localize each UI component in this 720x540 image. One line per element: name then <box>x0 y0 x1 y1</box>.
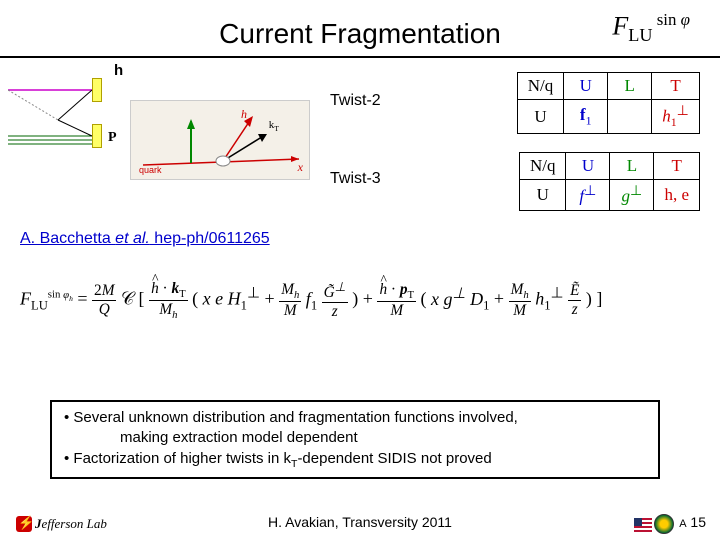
table-header: U <box>566 153 610 180</box>
slide: Current Fragmentation FLU sin φ h P <box>0 0 720 540</box>
quark-label: quark <box>139 165 162 175</box>
table-header: T <box>652 73 700 100</box>
table-header: T <box>654 153 700 180</box>
p-label: P <box>108 130 117 146</box>
scattering-diagram: P <box>8 78 112 164</box>
table-cell: h, e <box>654 180 700 211</box>
title-formula: FLU sin φ <box>612 10 690 46</box>
h-label: h <box>114 62 123 79</box>
table-row-label: U <box>519 180 566 211</box>
slide-title: Current Fragmentation <box>219 18 501 50</box>
table-header: N/q <box>517 73 564 100</box>
table-cell: h1⊥ <box>652 100 700 134</box>
h-vector-label: h <box>241 107 247 122</box>
table-cell <box>608 100 652 134</box>
twist3-table: N/q U L T U f⊥ g⊥ h, e <box>519 152 700 211</box>
title-rule <box>0 56 720 58</box>
notes-box: • Several unknown distribution and fragm… <box>50 400 660 479</box>
table-cell: f1 <box>564 100 608 134</box>
table-cell: f⊥ <box>566 180 610 211</box>
table-row: U f1 h1⊥ <box>517 100 699 134</box>
footer-author: H. Avakian, Transversity 2011 <box>0 514 720 530</box>
table-row: U f⊥ g⊥ h, e <box>519 180 699 211</box>
flag-icon <box>634 518 652 532</box>
yellow-bar-icon <box>92 124 102 148</box>
table-header: N/q <box>519 153 566 180</box>
note-bullet-1b: making extraction model dependent <box>120 428 646 448</box>
table-header: U <box>564 73 608 100</box>
yellow-bar-icon <box>92 78 102 102</box>
table-row-label: U <box>517 100 564 134</box>
page-number: A 15 <box>679 514 706 530</box>
twist2-label: Twist-2 <box>330 92 381 110</box>
table-header-row: N/q U L T <box>519 153 699 180</box>
note-bullet-2: • Factorization of higher twists in kT-d… <box>64 450 492 467</box>
table-header: L <box>610 153 654 180</box>
reference-link[interactable]: A. Bacchetta et al. hep-ph/0611265 <box>20 230 270 247</box>
table-header-row: N/q U L T <box>517 73 699 100</box>
main-formula: FLUsin φh = 2MQ 𝒞 [ h · kTMh ( x e H1⊥ +… <box>20 280 700 321</box>
x-axis-label: x <box>298 160 303 175</box>
kinematics-diagram: quark x h kT <box>130 100 310 180</box>
twist2-table: N/q U L T U f1 h1⊥ <box>517 72 700 134</box>
twist3-label: Twist-3 <box>330 170 381 188</box>
table-cell: g⊥ <box>610 180 654 211</box>
reference-citation: A. Bacchetta et al. hep-ph/0611265 <box>20 230 270 248</box>
seal-icon <box>654 514 674 534</box>
kt-label: kT <box>269 119 279 133</box>
table-header: L <box>608 73 652 100</box>
note-bullet-1a: • Several unknown distribution and fragm… <box>64 409 518 426</box>
